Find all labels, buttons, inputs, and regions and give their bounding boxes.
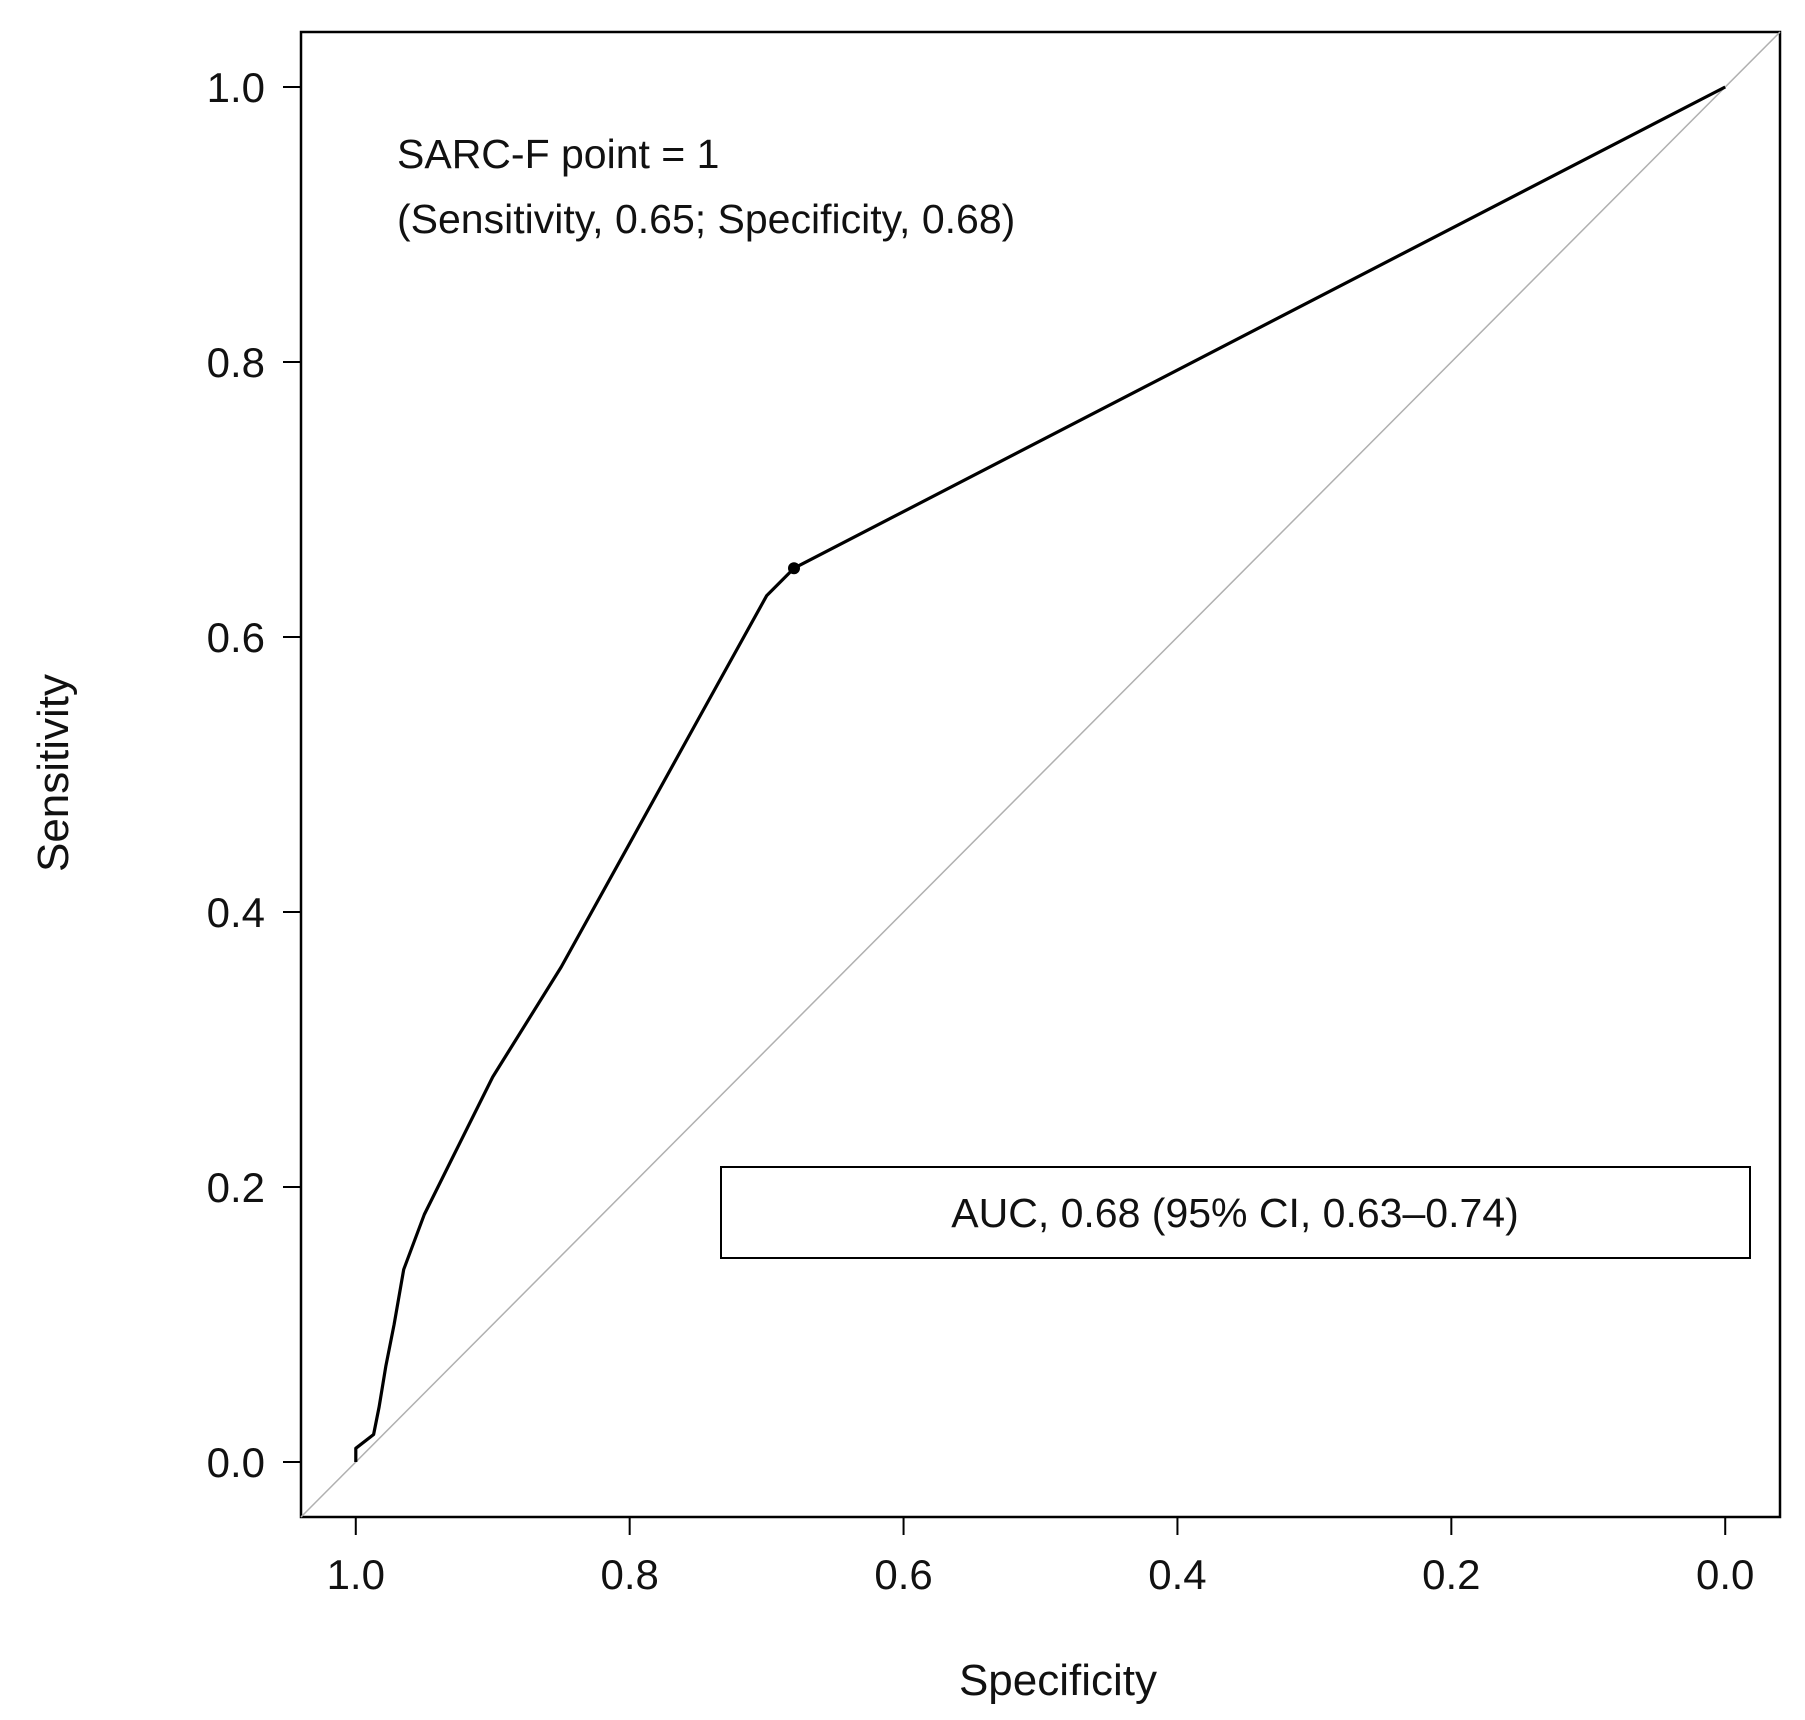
auc-legend-box	[720, 1166, 1751, 1259]
y-tick-label: 0.2	[207, 1164, 265, 1211]
y-tick-label: 0.0	[207, 1439, 265, 1486]
auc-legend-text: AUC, 0.68 (95% CI, 0.63–0.74)	[951, 1190, 1518, 1236]
annotation-line-1: SARC-F point = 1	[397, 131, 719, 177]
optimal-cutoff-point	[788, 562, 800, 575]
x-axis: 1.0 0.8 0.6 0.4 0.2 0.0	[327, 1517, 1754, 1598]
roc-curve-line	[354, 85, 1726, 1462]
y-tick-label: 0.4	[207, 889, 265, 936]
x-tick-label: 0.0	[1696, 1551, 1754, 1598]
y-tick-label: 1.0	[207, 64, 265, 111]
y-axis-title: Sensitivity	[29, 674, 78, 872]
x-axis-title: Specificity	[959, 1656, 1157, 1705]
y-axis: 0.0 0.2 0.4 0.6 0.8 1.0	[207, 64, 301, 1486]
x-tick-label: 0.2	[1422, 1551, 1480, 1598]
x-tick-label: 0.6	[874, 1551, 932, 1598]
x-tick-label: 0.4	[1148, 1551, 1206, 1598]
reference-diagonal-line	[300, 31, 1781, 1518]
annotation-line-2: (Sensitivity, 0.65; Specificity, 0.68)	[397, 196, 1015, 242]
y-tick-label: 0.6	[207, 614, 265, 661]
plot-frame	[299, 30, 1782, 1519]
x-tick-label: 0.8	[600, 1551, 658, 1598]
x-tick-label: 1.0	[327, 1551, 385, 1598]
y-tick-label: 0.8	[207, 339, 265, 386]
